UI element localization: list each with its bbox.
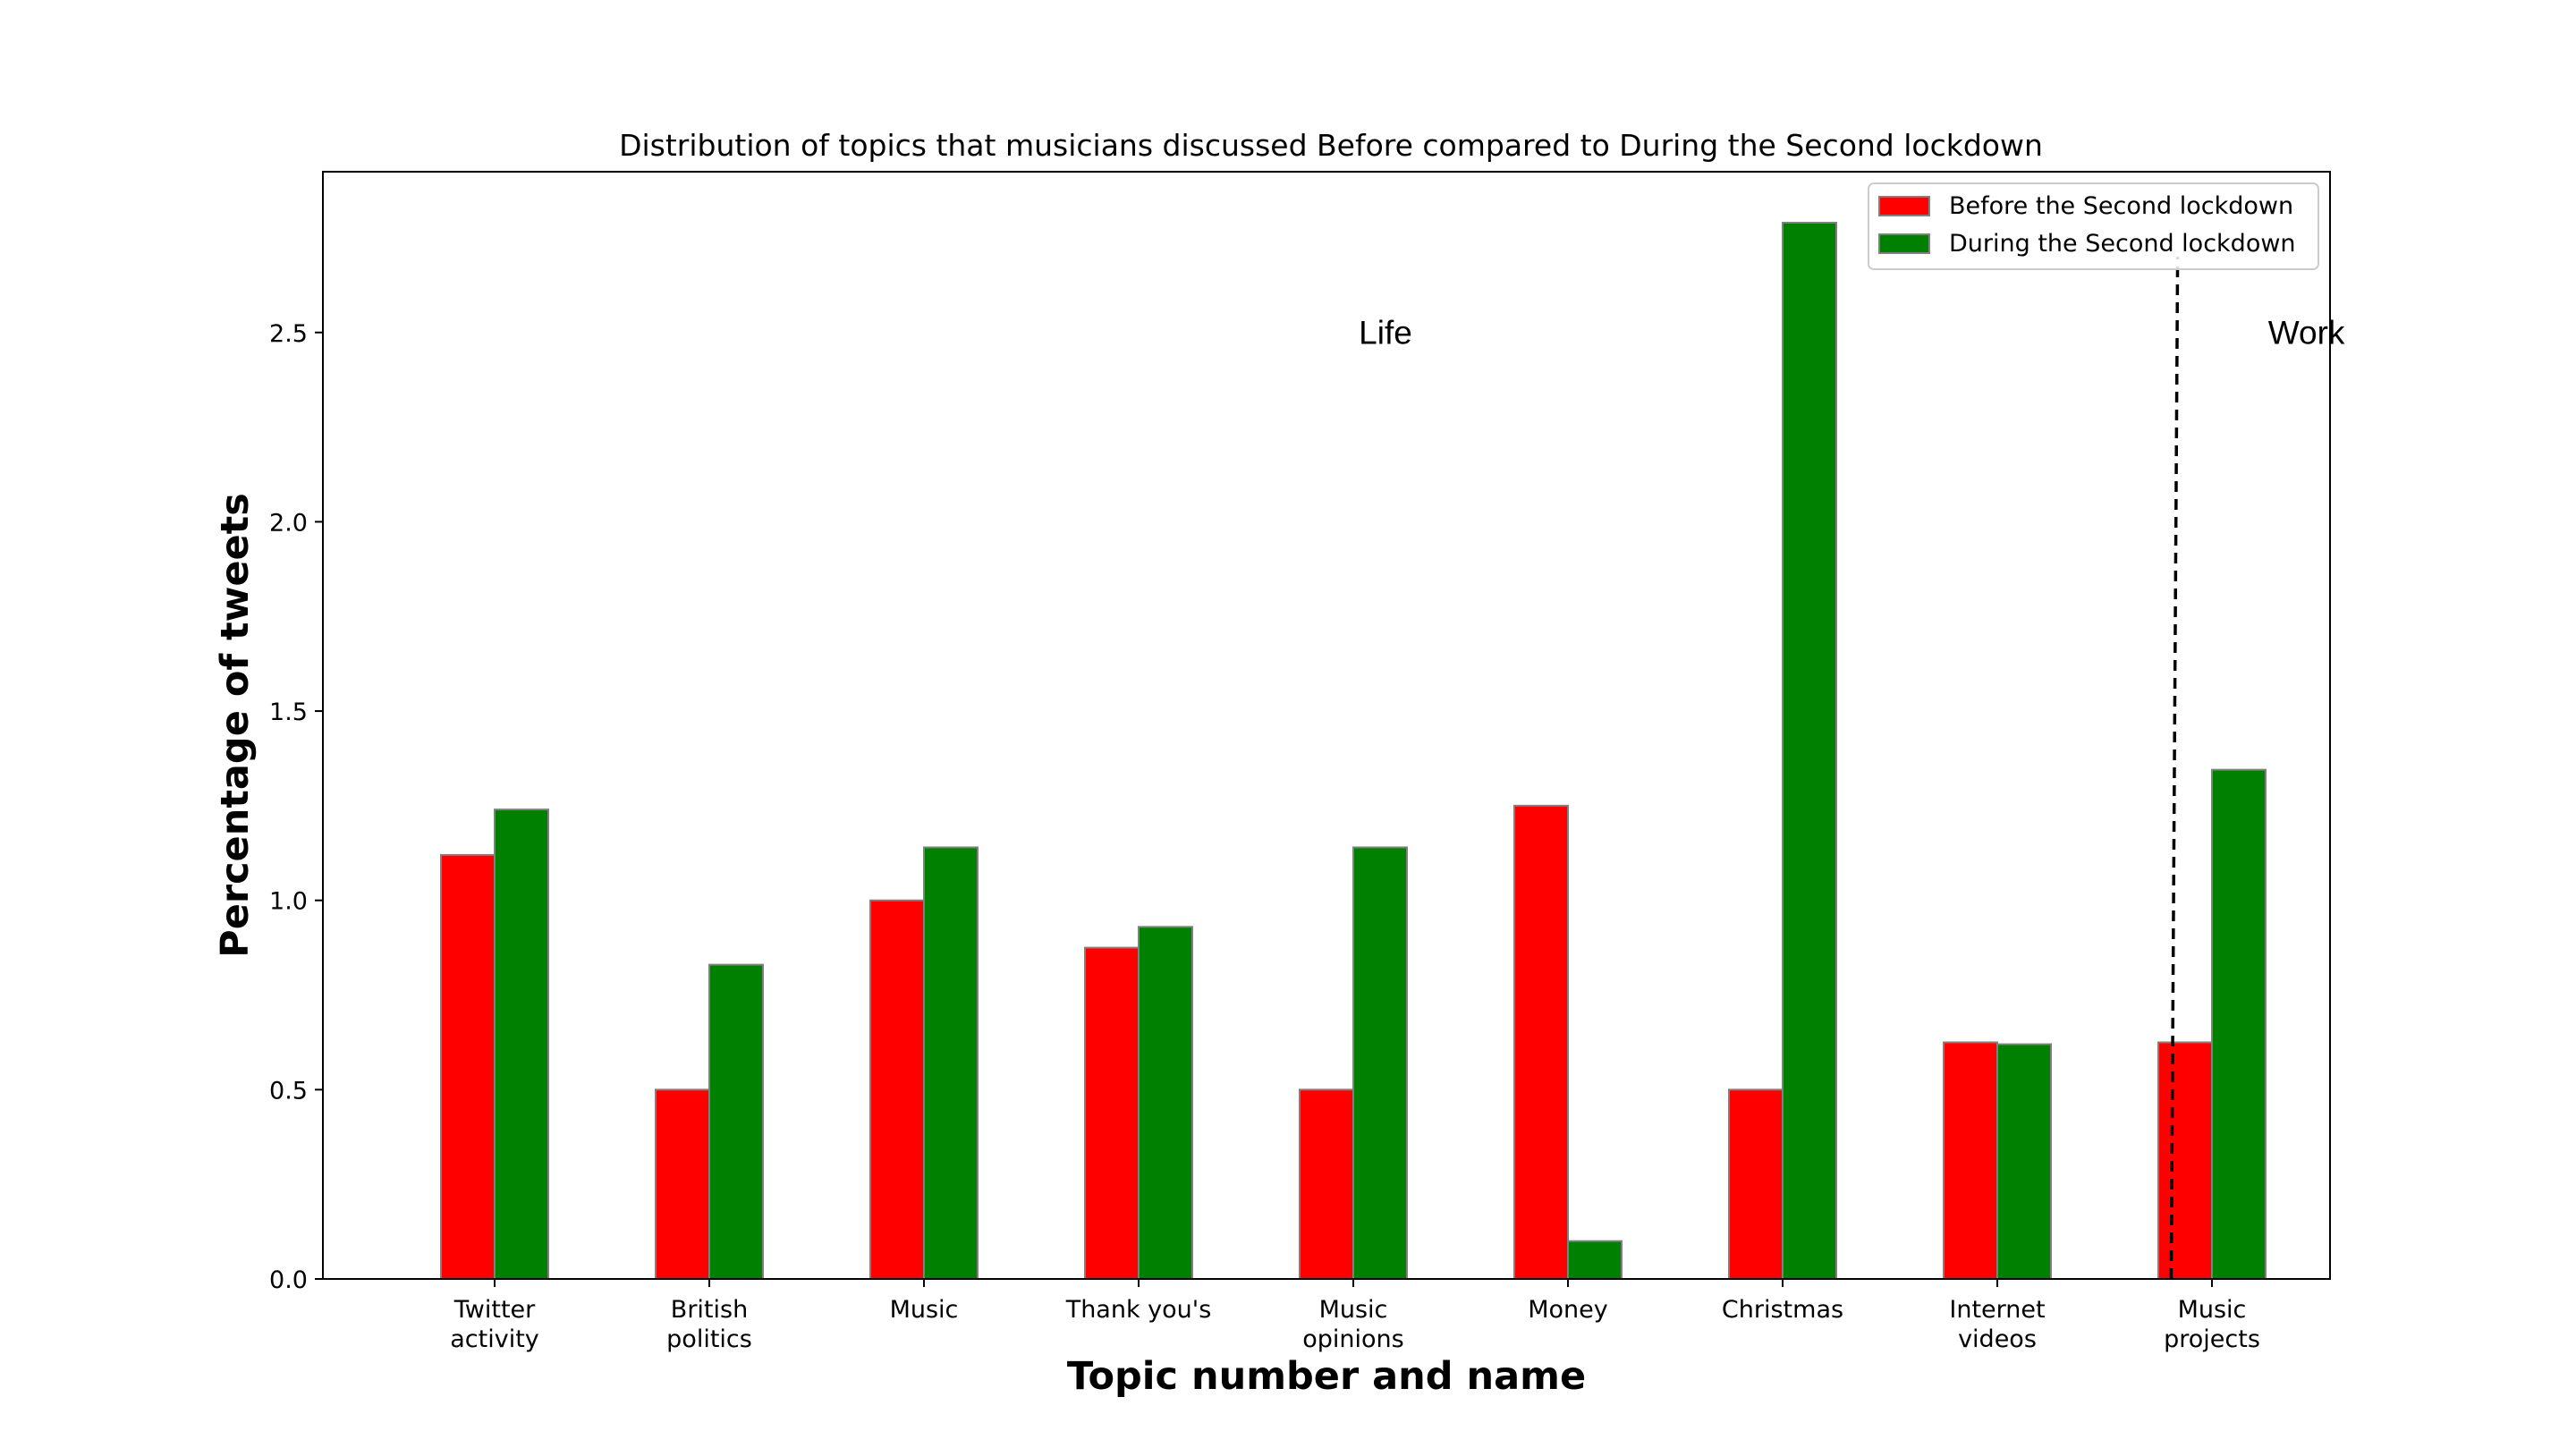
bar-during	[923, 846, 979, 1280]
x-axis-ticks: Twitter activity British politics Music Thank…	[450, 1279, 2260, 1353]
x-tick-label: Thank you's	[1065, 1296, 1212, 1324]
y-tick-label: 2.5	[269, 320, 308, 348]
legend: Before the Second lockdown During the Sec…	[1868, 182, 2319, 270]
bar-during	[1567, 1240, 1623, 1281]
bar-before	[655, 1088, 710, 1280]
x-tick-label: Money	[1528, 1296, 1608, 1324]
bar-during	[494, 809, 549, 1280]
x-tick-label: British politics	[666, 1296, 752, 1353]
x-tick-label: Music	[890, 1296, 959, 1324]
y-axis-ticks: 0.0 0.5 1.0 1.5 2.0 2.5	[269, 320, 323, 1294]
bar-during	[2211, 768, 2267, 1280]
y-tick-label: 0.5	[269, 1077, 308, 1105]
region-label: Life	[1359, 314, 1412, 351]
bars-layer	[440, 221, 2267, 1281]
y-tick-label: 1.5	[269, 699, 308, 726]
legend-label: Before the Second lockdown	[1949, 192, 2293, 220]
section-divider-line	[2169, 257, 2180, 1280]
x-tick-label: Internet videos	[1949, 1296, 2045, 1353]
bar-during	[1996, 1043, 2052, 1280]
chart-title: Distribution of topics that musicians di…	[619, 128, 2043, 163]
bar-during	[1138, 926, 1193, 1281]
legend-label: During the Second lockdown	[1949, 230, 2296, 258]
annotation-layer: Life Work	[1359, 314, 2345, 351]
x-tick-label: Christmas	[1722, 1296, 1843, 1324]
legend-swatch	[1878, 233, 1930, 254]
bar-before	[1513, 804, 1569, 1280]
bar-before	[1728, 1088, 1784, 1280]
bar-before	[2157, 1041, 2213, 1280]
bar-during	[708, 963, 764, 1280]
bar-before	[1943, 1041, 1998, 1280]
legend-swatch	[1878, 196, 1930, 216]
x-tick-label: Music opinions	[1302, 1296, 1403, 1353]
plot-frame	[322, 171, 2331, 1280]
bar-before	[869, 899, 925, 1280]
x-axis-label: Topic number and name	[1067, 1354, 1586, 1399]
bar-during	[1352, 846, 1408, 1280]
x-tick-label: Twitter activity	[450, 1296, 539, 1353]
bar-before	[440, 853, 496, 1280]
y-tick-label: 0.0	[269, 1266, 308, 1294]
bar-during	[1782, 221, 1837, 1280]
y-tick-label: 1.0	[269, 888, 308, 916]
y-axis-label: Percentage of tweets	[213, 493, 258, 958]
bar-before	[1084, 946, 1140, 1281]
region-label: Work	[2268, 314, 2345, 351]
divider-layer	[2169, 257, 2180, 1280]
x-tick-label: Music projects	[2164, 1296, 2260, 1353]
bar-before	[1299, 1088, 1354, 1280]
y-tick-label: 2.0	[269, 509, 308, 537]
legend-box	[1868, 182, 2319, 270]
